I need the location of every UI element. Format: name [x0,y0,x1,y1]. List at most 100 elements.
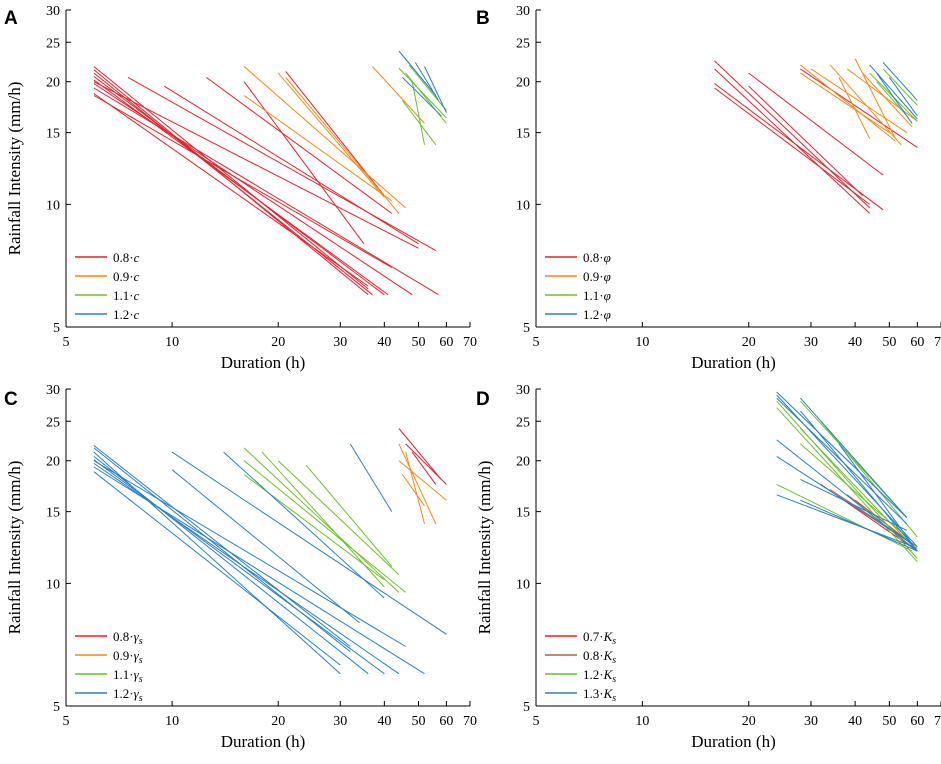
x-tick-label: 70 [934,335,941,350]
x-tick-label: 70 [463,335,477,350]
series-line [800,72,890,134]
series-line [93,87,439,296]
x-tick-label: 50 [882,335,896,350]
series-line [93,466,425,675]
series [93,443,447,675]
series-line [127,76,437,252]
series-line [243,66,407,209]
y-tick-label: 30 [516,4,530,19]
y-tick-label: 15 [46,506,60,521]
x-axis-title: Duration (h) [691,353,776,372]
series-line [800,397,908,518]
legend-entry: 0.9·c [113,269,140,284]
series-line [862,72,913,128]
series-line [206,76,393,214]
y-tick-label: 30 [46,383,60,398]
series-line [398,50,437,96]
x-tick-label: 5 [533,714,540,729]
y-tick-label: 15 [516,127,530,142]
x-tick-label: 60 [910,335,924,350]
legend-entry: 1.2·φ [583,307,611,322]
series-line [882,68,918,106]
series-line [93,456,369,675]
y-tick-label: 25 [516,36,530,51]
x-tick-label: 20 [742,335,756,350]
series-line [405,443,447,485]
legend: 0.8·γs0.9·γs1.1·γs1.2·γs [75,629,143,704]
y-axis-title: Rainfall Intensity (mm/h) [475,461,494,635]
series-line [714,60,871,209]
x-tick-label: 10 [635,714,649,729]
x-axis-title: Duration (h) [691,732,776,751]
series-line [223,451,385,599]
x-tick-label: 5 [63,714,70,729]
series-line [171,451,447,635]
legend-entry: 1.1·γs [113,667,143,685]
series-line [888,77,918,117]
y-tick-label: 10 [516,198,530,213]
x-tick-label: 30 [333,714,347,729]
series-line [93,447,351,652]
series [714,60,918,214]
series-line [748,72,884,176]
series [776,400,918,563]
legend: 0.8·c 0.9·c 1.1·c 1.2·c [75,250,140,322]
legend-entry: 1.2·c [113,307,140,322]
legend-entry: 0.8·c [113,250,140,265]
legend-entry: 1.1·c [113,288,140,303]
series-line [93,72,373,296]
x-tick-label: 20 [742,714,756,729]
legend-entry: 0.8·γs [113,629,143,647]
panel-b: B 5 10 20 30 40 50 60 70 5 10 15 20 25 30 Duration (h) 0… [476,4,941,372]
y-tick-label: 25 [516,415,530,430]
series-line [243,95,393,202]
series-line [800,410,918,552]
x-tick-label: 60 [910,714,924,729]
y-tick-label: 5 [523,700,530,715]
series-line [876,72,913,124]
y-tick-label: 30 [46,4,60,19]
x-tick-label: 40 [848,714,862,729]
panel-label: A [4,8,18,29]
series-line [424,66,447,113]
x-tick-label: 70 [463,714,477,729]
series [869,62,918,124]
x-tick-label: 40 [377,714,391,729]
series-line [93,459,385,675]
legend-entry: 0.9·φ [583,269,611,284]
legend: 0.7·Ks0.8·Ks1.2·Ks1.3·Ks [545,629,616,704]
x-tick-label: 10 [635,335,649,350]
series-line [372,66,425,124]
x-axis-title: Duration (h) [221,353,306,372]
series-line [838,77,871,139]
x-tick-label: 30 [804,714,818,729]
series-line [829,64,902,146]
series-line [93,81,419,249]
series-line [398,67,447,119]
series-line [285,71,385,197]
series-line [243,447,400,593]
series [398,428,447,485]
series-line [402,77,442,117]
series [398,443,447,525]
series-line [277,460,400,576]
series [93,66,439,296]
series-line [305,464,393,567]
y-tick-label: 10 [516,577,530,592]
y-tick-label: 30 [516,383,530,398]
series-line [164,85,419,245]
series-line [398,443,437,525]
series-line [411,81,425,145]
series-line [261,451,385,588]
series [398,64,447,146]
x-tick-label: 60 [439,335,453,350]
series-line [405,72,447,124]
series-line [93,93,369,287]
series-line [876,81,908,117]
series-line [854,58,896,139]
x-tick-label: 30 [804,335,818,350]
x-tick-label: 10 [165,714,179,729]
y-tick-label: 25 [46,415,60,430]
panel-d: D 5 10 20 30 40 50 60 70 5 10 15 20 25 30 Duration (h) R… [475,383,941,751]
series-line [882,62,918,101]
